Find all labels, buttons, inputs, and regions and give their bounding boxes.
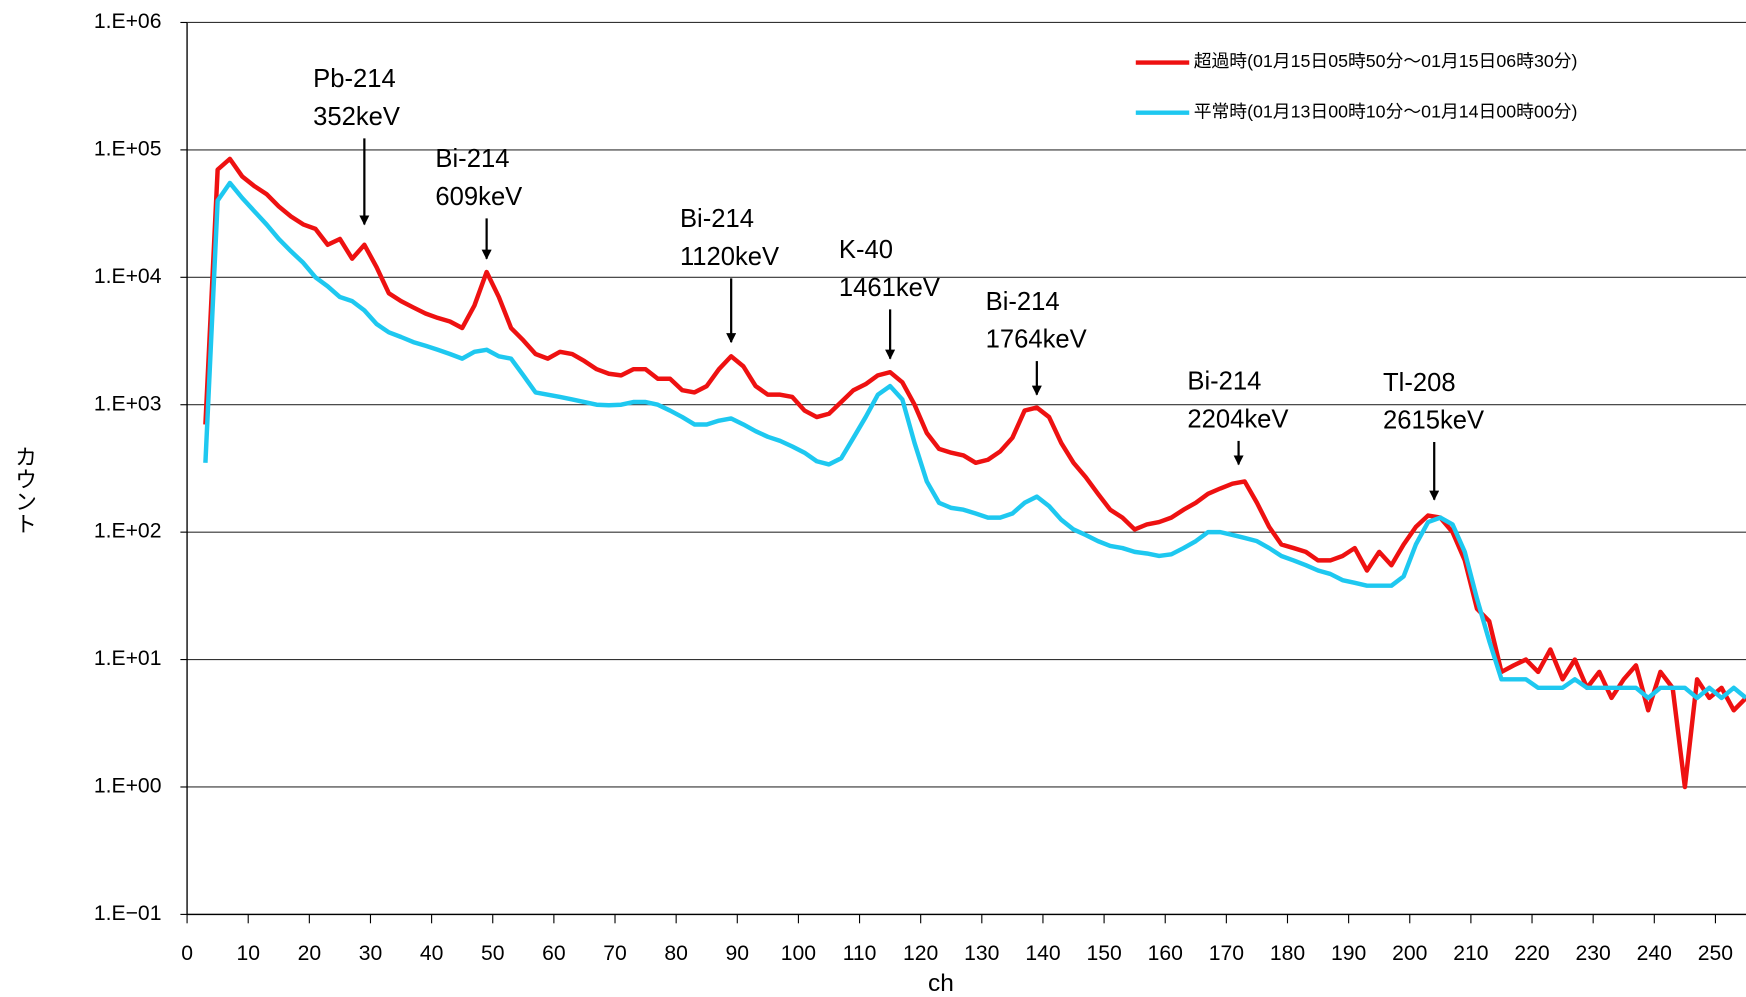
x-tick-label: 0 bbox=[181, 942, 193, 965]
annotation-label: Bi-214 bbox=[680, 205, 754, 233]
x-tick-label: 110 bbox=[843, 942, 877, 965]
x-tick-label: 250 bbox=[1698, 942, 1733, 965]
legend-label: 超過時(01月15日05時50分～01月15日06時30分) bbox=[1194, 51, 1578, 71]
x-tick-label: 30 bbox=[359, 942, 383, 965]
annotation-label: Bi-214 bbox=[1187, 368, 1261, 396]
annotation-label: Pb-214 bbox=[313, 65, 396, 93]
annotation-label: Bi-214 bbox=[435, 145, 509, 173]
x-tick-label: 210 bbox=[1453, 942, 1488, 965]
y-tick-label: 1.E+04 bbox=[94, 265, 162, 288]
x-tick-label: 190 bbox=[1331, 942, 1366, 965]
x-tick-label: 230 bbox=[1576, 942, 1611, 965]
x-tick-label: 140 bbox=[1025, 942, 1060, 965]
series-line bbox=[203, 156, 1746, 790]
annotation-energy: 352keV bbox=[313, 103, 400, 131]
x-tick-label: 170 bbox=[1209, 942, 1244, 965]
annotation-label: K-40 bbox=[839, 236, 893, 264]
annotation-energy: 609keV bbox=[435, 183, 522, 211]
x-tick-label: 220 bbox=[1514, 942, 1549, 965]
x-tick-label: 120 bbox=[903, 942, 938, 965]
x-tick-label: 160 bbox=[1148, 942, 1183, 965]
annotation-energy: 2615keV bbox=[1383, 407, 1484, 435]
x-tick-label: 180 bbox=[1270, 942, 1305, 965]
y-tick-label: 1.E+00 bbox=[94, 775, 162, 798]
x-tick-label: 150 bbox=[1086, 942, 1121, 965]
y-tick-label: 1.E+03 bbox=[94, 392, 162, 415]
x-tick-label: 70 bbox=[603, 942, 627, 965]
x-tick-label: 200 bbox=[1392, 942, 1427, 965]
x-axis-label: ch bbox=[928, 970, 954, 997]
y-tick-label: 1.E+01 bbox=[94, 647, 162, 670]
y-axis-label: カウント bbox=[12, 446, 37, 535]
legend-label: 平常時(01月13日00時10分～01月14日00時00分) bbox=[1194, 101, 1578, 121]
y-tick-label: 1.E+02 bbox=[94, 520, 162, 543]
annotation-energy: 1120keV bbox=[680, 243, 779, 271]
x-tick-label: 40 bbox=[420, 942, 444, 965]
annotation-label: Bi-214 bbox=[986, 288, 1060, 316]
x-tick-label: 100 bbox=[781, 942, 816, 965]
series-line bbox=[203, 180, 1746, 701]
y-tick-label: 1.E−01 bbox=[94, 902, 162, 925]
x-tick-label: 80 bbox=[664, 942, 688, 965]
annotation-energy: 2204keV bbox=[1187, 406, 1288, 434]
x-tick-label: 240 bbox=[1637, 942, 1672, 965]
x-tick-label: 10 bbox=[236, 942, 260, 965]
annotation-energy: 1461keV bbox=[839, 274, 940, 302]
x-tick-label: 90 bbox=[726, 942, 750, 965]
annotation-energy: 1764keV bbox=[986, 326, 1087, 354]
y-tick-label: 1.E+06 bbox=[94, 10, 162, 33]
y-tick-label: 1.E+05 bbox=[94, 137, 162, 160]
x-tick-label: 130 bbox=[964, 942, 999, 965]
x-tick-label: 20 bbox=[298, 942, 322, 965]
x-tick-label: 60 bbox=[542, 942, 566, 965]
x-tick-label: 50 bbox=[481, 942, 505, 965]
annotation-label: Tl-208 bbox=[1383, 369, 1456, 397]
